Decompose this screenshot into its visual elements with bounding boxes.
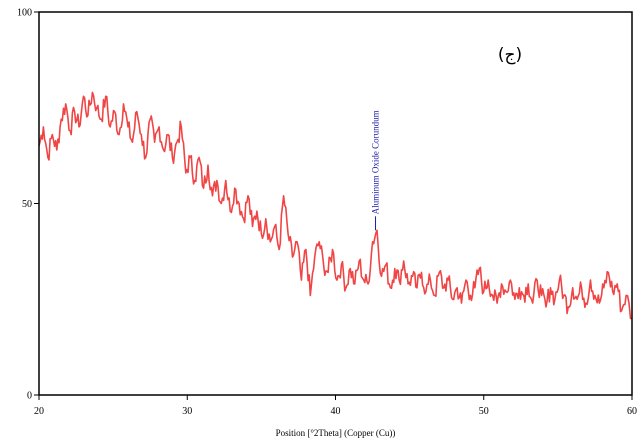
y-axis: 0 50 100 xyxy=(17,8,39,402)
y-tick-label: 0 xyxy=(27,391,32,402)
xrd-pattern-line xyxy=(38,91,632,320)
x-axis: 20 30 40 50 60 xyxy=(34,395,637,417)
x-tick-label: 30 xyxy=(182,406,192,417)
x-tick-label: 20 xyxy=(34,406,44,417)
y-tick-label: 100 xyxy=(17,8,32,19)
peak-annotations: Aluminum Oxide Corundum xyxy=(371,110,381,231)
x-tick-label: 60 xyxy=(627,406,637,417)
series-layer xyxy=(38,91,632,320)
y-tick-label: 50 xyxy=(22,199,32,210)
peak-label: Aluminum Oxide Corundum xyxy=(371,110,381,214)
x-tick-label: 40 xyxy=(331,406,341,417)
plot-frame xyxy=(38,11,633,396)
panel-label: (ج) xyxy=(498,45,522,65)
x-axis-title: Position [°2Theta] (Copper (Cu)) xyxy=(276,428,396,438)
x-tick-label: 50 xyxy=(479,406,489,417)
